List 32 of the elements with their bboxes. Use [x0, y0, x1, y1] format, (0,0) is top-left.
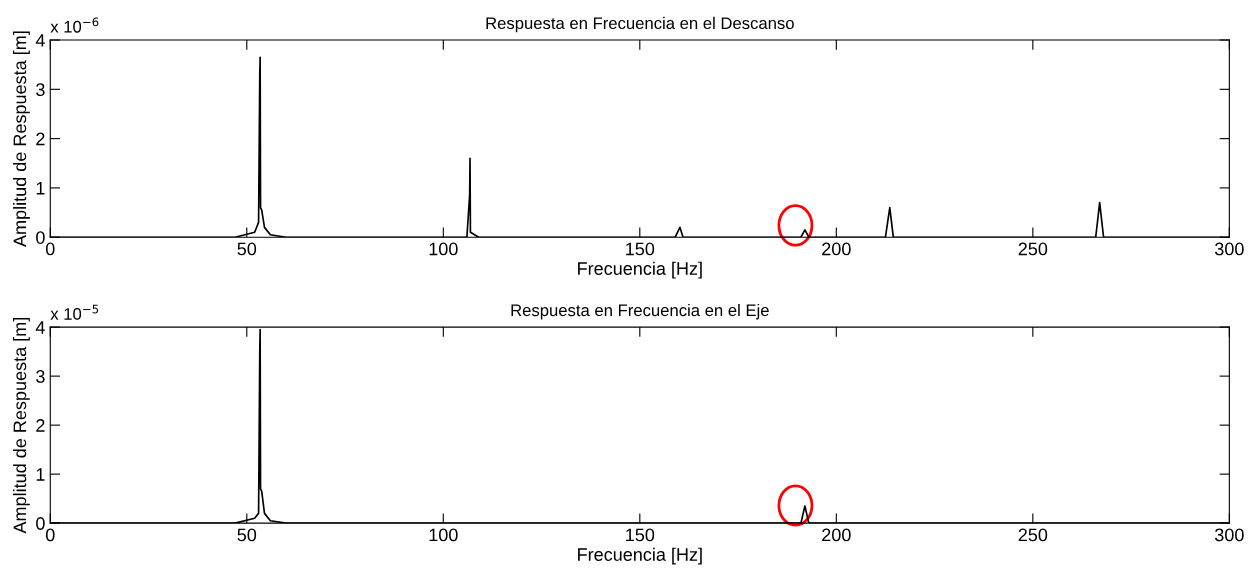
x-tick-label: 0: [45, 242, 55, 256]
x-tick-label: 200: [822, 242, 851, 256]
y-tick-label: 4: [35, 321, 45, 334]
y-tick-label: 0: [36, 231, 45, 244]
x-tick-label: 100: [429, 528, 458, 542]
x-tick-label: 200: [822, 528, 851, 542]
x-tick-label: 50: [237, 242, 257, 256]
chart-title: Respuesta en Frecuencia en el Eje: [511, 303, 769, 320]
y-axis-title: Amplitud de Respuesta [m]: [12, 318, 30, 534]
text: x 10$^{−5}$: [50, 304, 99, 320]
x-axis-title: Frecuencia [Hz]: [578, 547, 702, 565]
text: x 10$^{−6}$: [50, 17, 99, 33]
x-tick-label: 250: [1018, 242, 1048, 256]
x-tick-label: 300: [1214, 528, 1244, 542]
y-axis-title: Amplitud de Respuesta [m]: [12, 31, 30, 247]
x-tick-label: 150: [626, 528, 655, 542]
x-tick-label: 150: [626, 242, 655, 256]
y-tick-label: 2: [36, 419, 45, 432]
y-tick-label: 1: [36, 468, 45, 481]
x-tick-label: 0: [45, 528, 55, 542]
x-axis-title: Frecuencia [Hz]: [578, 261, 702, 279]
y-tick-label: 3: [36, 83, 45, 97]
x-tick-label: 300: [1214, 242, 1244, 256]
x-tick-label: 100: [429, 242, 458, 256]
y-tick-label: 4: [35, 34, 45, 47]
y-tick-label: 2: [36, 132, 45, 146]
y-tick-label: 0: [36, 517, 45, 530]
y-tick-label: 3: [36, 370, 45, 383]
x-tick-label: 50: [237, 528, 257, 542]
chart-title: Respuesta en Frecuencia en el Descanso: [486, 16, 794, 33]
y-tick-label: 1: [36, 182, 45, 195]
x-tick-label: 250: [1018, 528, 1048, 542]
